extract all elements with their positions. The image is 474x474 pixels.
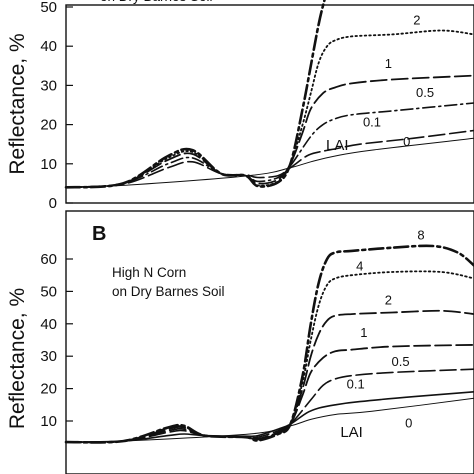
curve-label: 2	[413, 13, 420, 28]
series-line-lai-highest	[64, 0, 326, 189]
curve-label: 0.1	[347, 377, 365, 392]
y-tick-label: 10	[40, 413, 57, 430]
y-tick-label: 50	[40, 283, 57, 300]
panel-a-chart: 0 10 20 30 40 50 Reflectance, % 2 1 0.5 0.1 LAI 0 on …	[6, 0, 474, 212]
curve-label: LAI	[326, 137, 349, 154]
panel-title-line: on Dry Barnes Soil	[112, 284, 225, 299]
series-line-lai-0.1	[65, 129, 474, 189]
curve-label: 0	[403, 134, 410, 149]
curve-label: 1	[360, 325, 367, 340]
panel-b-chart: 10 20 30 40 50 60 Reflectance, % 8 4 2 1 0.5 0.1 LAI 0…	[6, 210, 474, 474]
y-tick-label: 50	[40, 0, 57, 16]
series-line-lai-8	[64, 244, 474, 444]
series-line-lai-0	[65, 137, 474, 188]
panel-title-line: on Dry Barnes Soil	[100, 0, 213, 4]
curve-label: 0.5	[416, 85, 434, 100]
y-tick-label: 30	[40, 348, 57, 365]
series-line-lai-0.5	[65, 368, 474, 443]
y-tick-label: 60	[40, 251, 57, 268]
panel-letter: B	[92, 223, 106, 245]
curve-label: 0	[405, 415, 412, 430]
y-tick-label: 20	[40, 381, 57, 398]
series-line-lai-0.5	[65, 102, 474, 189]
series-line-lai-1	[65, 74, 474, 189]
y-tick-label: 30	[40, 77, 57, 94]
y-tick-label: 0	[49, 195, 57, 212]
curve-label: LAI	[340, 424, 363, 441]
y-axis-label: Reflectance, %	[6, 33, 29, 174]
y-tick-label: 20	[40, 117, 57, 134]
series-line-lai-1	[65, 344, 474, 444]
curve-label: 8	[417, 228, 424, 243]
y-axis-label: Reflectance, %	[6, 288, 29, 429]
y-tick-label: 40	[40, 38, 57, 55]
curve-label: 4	[356, 258, 363, 273]
series-line-lai-2	[65, 309, 474, 444]
curve-label: 2	[385, 292, 392, 307]
y-tick-label: 10	[40, 156, 57, 173]
curve-label: 1	[385, 56, 392, 71]
y-tick-label: 40	[40, 316, 57, 333]
curve-label: 0.1	[363, 115, 381, 130]
panel-title-line: High N Corn	[112, 265, 186, 280]
series-line-lai-2	[65, 29, 474, 189]
plot-frame	[65, 4, 474, 204]
series-line-lai-0	[65, 397, 474, 443]
curve-label: 0.5	[392, 354, 410, 369]
plot-frame	[65, 210, 474, 474]
series-line-lai-0.1	[65, 391, 474, 443]
